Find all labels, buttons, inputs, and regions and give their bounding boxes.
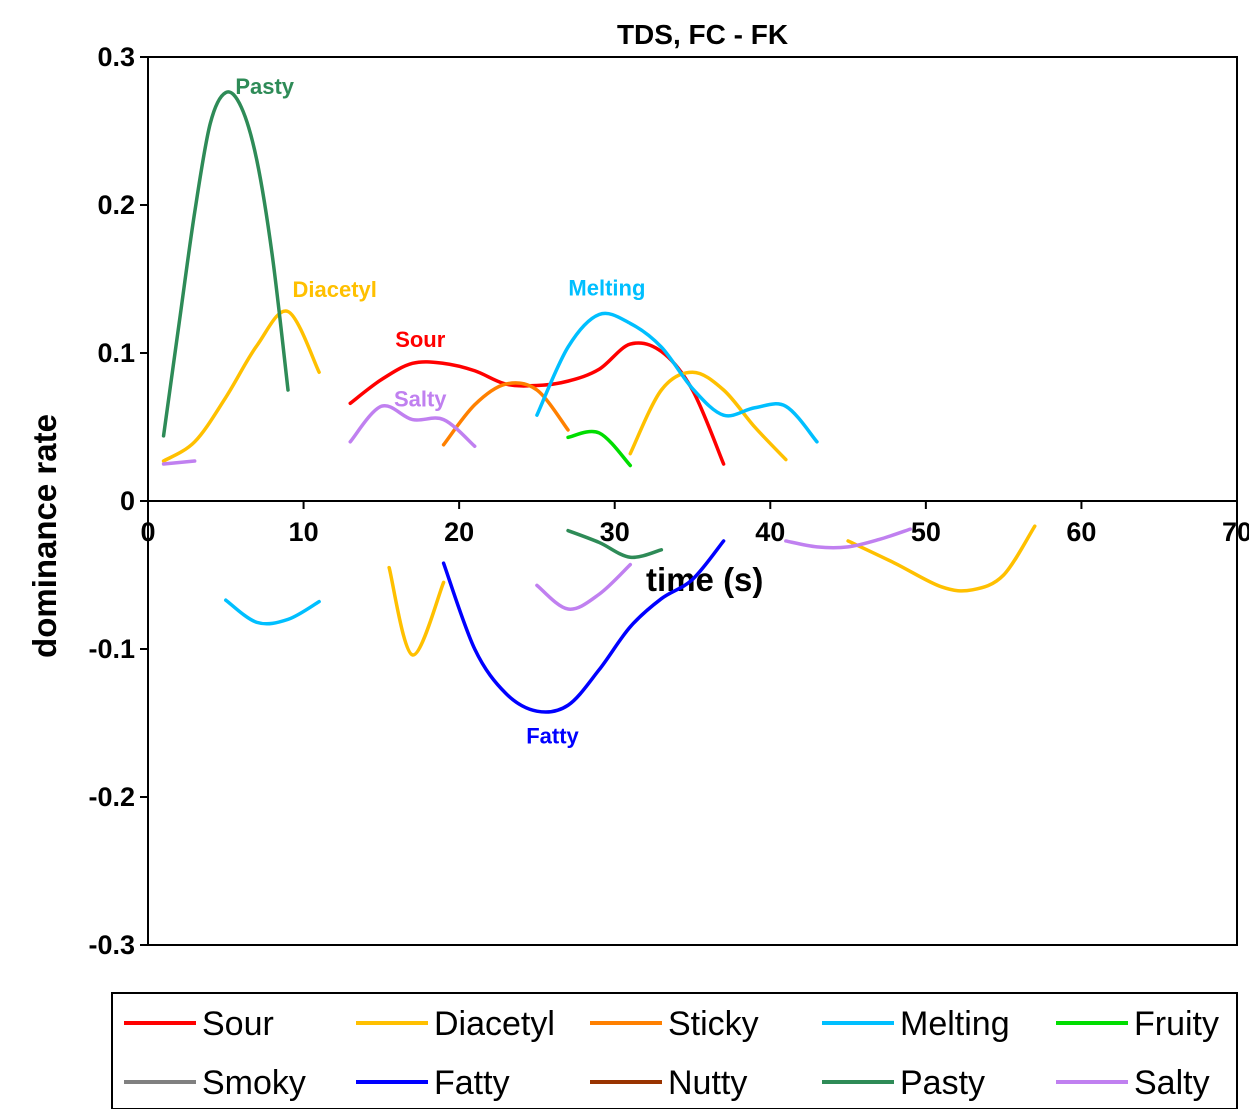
x-tick-label: 50 xyxy=(911,517,941,547)
x-tick-label: 70 xyxy=(1222,517,1249,547)
series-line-pasty-0 xyxy=(161,90,290,438)
series-layer xyxy=(161,90,1037,714)
series-line-diacetyl-2 xyxy=(387,565,446,657)
legend-label-smoky: Smoky xyxy=(202,1064,306,1102)
x-tick-label: 0 xyxy=(140,517,155,547)
series-line-fruity-0 xyxy=(566,429,633,468)
legend-label-salty: Salty xyxy=(1134,1064,1210,1102)
x-tick-label: 20 xyxy=(444,517,474,547)
series-line-salty-1 xyxy=(348,403,477,448)
legend-label-sour: Sour xyxy=(202,1005,274,1043)
legend-label-fatty: Fatty xyxy=(434,1064,510,1102)
legend-label-pasty: Pasty xyxy=(900,1064,985,1102)
legend-label-melting: Melting xyxy=(900,1005,1010,1043)
legend: Sour Diacetyl Sticky Melting Fruity Smoky Fatt… xyxy=(111,992,1238,1109)
y-tick-label: 0.3 xyxy=(97,42,135,72)
y-tick-label: 0.2 xyxy=(97,190,135,220)
series-label-fatty: Fatty xyxy=(526,724,579,749)
series-line-sour-0 xyxy=(348,341,726,466)
series-line-diacetyl-3 xyxy=(846,524,1037,593)
series-line-melting-1 xyxy=(224,598,321,626)
series-line-diacetyl-1 xyxy=(628,370,788,462)
x-tick-label: 60 xyxy=(1066,517,1096,547)
legend-label-diacetyl: Diacetyl xyxy=(434,1005,555,1043)
series-line-diacetyl-0 xyxy=(161,309,321,463)
chart-title: TDS, FC - FK xyxy=(617,19,788,50)
x-tick-label: 10 xyxy=(289,517,319,547)
y-tick-label: 0.1 xyxy=(97,338,135,368)
series-line-salty-3 xyxy=(784,527,913,550)
series-line-salty-0 xyxy=(161,459,197,466)
legend-label-sticky: Sticky xyxy=(668,1005,759,1043)
y-tick-label: -0.1 xyxy=(88,634,135,664)
series-line-pasty-1 xyxy=(566,528,664,560)
series-line-fatty-0 xyxy=(441,539,726,714)
y-tick-label: -0.3 xyxy=(88,930,135,960)
series-label-sour: Sour xyxy=(395,327,446,352)
series-line-melting-0 xyxy=(535,311,819,444)
series-label-melting: Melting xyxy=(568,275,645,300)
legend-label-nutty: Nutty xyxy=(668,1064,747,1102)
series-label-salty: Salty xyxy=(394,386,447,411)
y-axis-title: dominance rate xyxy=(26,414,63,658)
series-labels: Pasty Diacetyl Melting Sour Salty Fatty xyxy=(235,74,645,749)
axes: 0 10 20 30 40 50 60 70 0.3 0.2 0.1 0 -0.1 -0.2 -0.3 TDS… xyxy=(26,19,1249,960)
series-line-salty-2 xyxy=(535,562,633,611)
series-line-sticky-0 xyxy=(441,381,570,447)
x-tick-label: 40 xyxy=(755,517,785,547)
series-label-pasty: Pasty xyxy=(235,74,294,99)
x-tick-label: 30 xyxy=(600,517,630,547)
legend-box xyxy=(111,992,1238,1109)
legend-label-fruity: Fruity xyxy=(1134,1005,1219,1043)
y-tick-label: 0 xyxy=(120,486,135,516)
y-tick-label: -0.2 xyxy=(88,782,135,812)
series-label-diacetyl: Diacetyl xyxy=(292,277,376,302)
